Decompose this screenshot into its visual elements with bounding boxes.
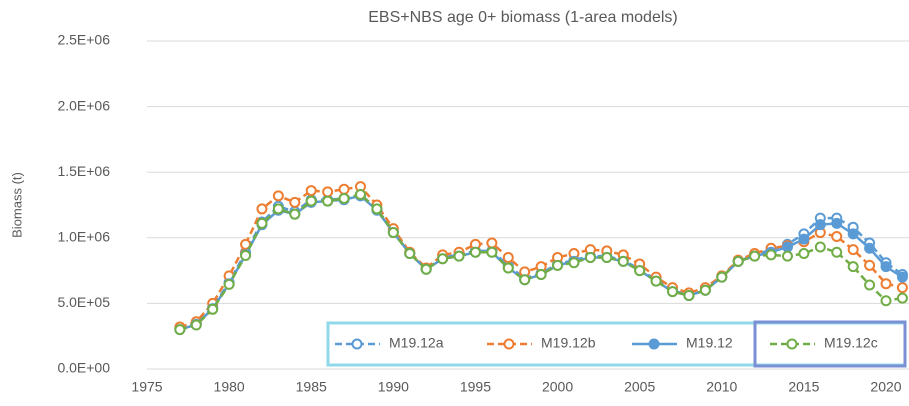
data-point <box>223 278 235 290</box>
data-point <box>305 185 317 197</box>
data-point <box>338 183 350 195</box>
data-point <box>880 295 892 307</box>
data-point <box>699 284 711 296</box>
data-point <box>864 279 876 291</box>
data-point <box>469 246 481 258</box>
data-point <box>519 274 531 286</box>
data-point <box>765 249 777 261</box>
data-point <box>634 265 646 277</box>
x-tick-label: 2005 <box>624 379 655 395</box>
legend-marker <box>786 338 798 350</box>
plot <box>174 181 908 336</box>
highlight-box <box>753 320 907 368</box>
data-point <box>814 241 826 253</box>
y-tick-label: 2.5E+06 <box>57 32 110 48</box>
data-point <box>584 251 596 263</box>
legend-label: M19.12 <box>686 335 733 351</box>
series-line <box>179 185 903 329</box>
data-point <box>847 228 859 240</box>
data-point <box>781 241 793 253</box>
data-point <box>486 246 498 258</box>
data-point <box>502 251 514 263</box>
data-point <box>190 319 202 331</box>
data-point <box>354 189 366 201</box>
y-tick-label: 0.0E+00 <box>57 360 110 376</box>
data-point <box>486 237 498 249</box>
data-point <box>322 186 334 198</box>
x-tick-label: 2020 <box>870 379 901 395</box>
data-point <box>880 278 892 290</box>
y-tick-label: 2.0E+06 <box>57 97 110 113</box>
data-point <box>174 324 186 336</box>
data-point <box>207 303 219 315</box>
data-point <box>256 217 268 229</box>
data-point <box>256 203 268 215</box>
x-tick-label: 1985 <box>296 379 327 395</box>
data-point <box>371 203 383 215</box>
data-point <box>716 271 728 283</box>
legend-marker <box>503 338 515 350</box>
chart-title: EBS+NBS age 0+ biomass (1-area models) <box>368 9 677 26</box>
data-point <box>667 286 679 298</box>
data-point <box>453 250 465 262</box>
y-tick-label: 1.5E+06 <box>57 163 110 179</box>
y-tick-label: 5.0E+05 <box>57 294 110 310</box>
data-point <box>338 192 350 204</box>
grid: 0.0E+00 5.0E+05 1.0E+06 1.5E+06 2.0E+06 2.5E+… <box>57 32 909 395</box>
data-point <box>831 217 843 229</box>
data-point <box>732 255 744 267</box>
data-point <box>798 248 810 260</box>
legend-label: M19.12b <box>541 335 596 351</box>
data-point <box>305 195 317 207</box>
data-point <box>272 190 284 202</box>
legend-label: M19.12a <box>389 335 444 351</box>
x-tick-label: 1980 <box>214 379 245 395</box>
data-point <box>650 275 662 287</box>
x-tick-label: 2010 <box>706 379 737 395</box>
legend-marker <box>351 338 363 350</box>
data-point <box>831 230 843 242</box>
data-point <box>617 255 629 267</box>
data-point <box>798 233 810 245</box>
data-point <box>831 246 843 258</box>
data-point <box>420 263 432 275</box>
data-point <box>864 259 876 271</box>
data-point <box>289 196 301 208</box>
data-point <box>896 271 908 283</box>
data-point <box>896 292 908 304</box>
x-tick-label: 1975 <box>131 379 162 395</box>
data-point <box>683 290 695 302</box>
data-point <box>896 282 908 294</box>
data-point <box>552 259 564 271</box>
data-point <box>749 250 761 262</box>
data-point <box>272 203 284 215</box>
data-point <box>502 262 514 274</box>
legend-marker <box>648 338 660 350</box>
data-point <box>535 269 547 281</box>
data-point <box>880 261 892 273</box>
data-point <box>864 242 876 254</box>
y-tick-label: 1.0E+06 <box>57 229 110 245</box>
data-point <box>240 250 252 262</box>
data-point <box>781 250 793 262</box>
data-point <box>404 248 416 260</box>
x-tick-label: 1990 <box>378 379 409 395</box>
data-point <box>847 244 859 256</box>
data-point <box>568 257 580 269</box>
legend-label: M19.12c <box>824 335 878 351</box>
x-tick-label: 2015 <box>788 379 819 395</box>
data-point <box>322 195 334 207</box>
legend: M19.12a M19.12b M19.12 M19.12c <box>328 323 905 365</box>
data-point <box>847 261 859 273</box>
y-axis-label: Biomass (t) <box>9 172 24 238</box>
data-point <box>289 208 301 220</box>
data-point <box>387 227 399 239</box>
x-tick-label: 1995 <box>460 379 491 395</box>
x-tick-label: 2000 <box>542 379 573 395</box>
data-point <box>814 219 826 231</box>
data-point <box>437 253 449 265</box>
data-point <box>601 251 613 263</box>
